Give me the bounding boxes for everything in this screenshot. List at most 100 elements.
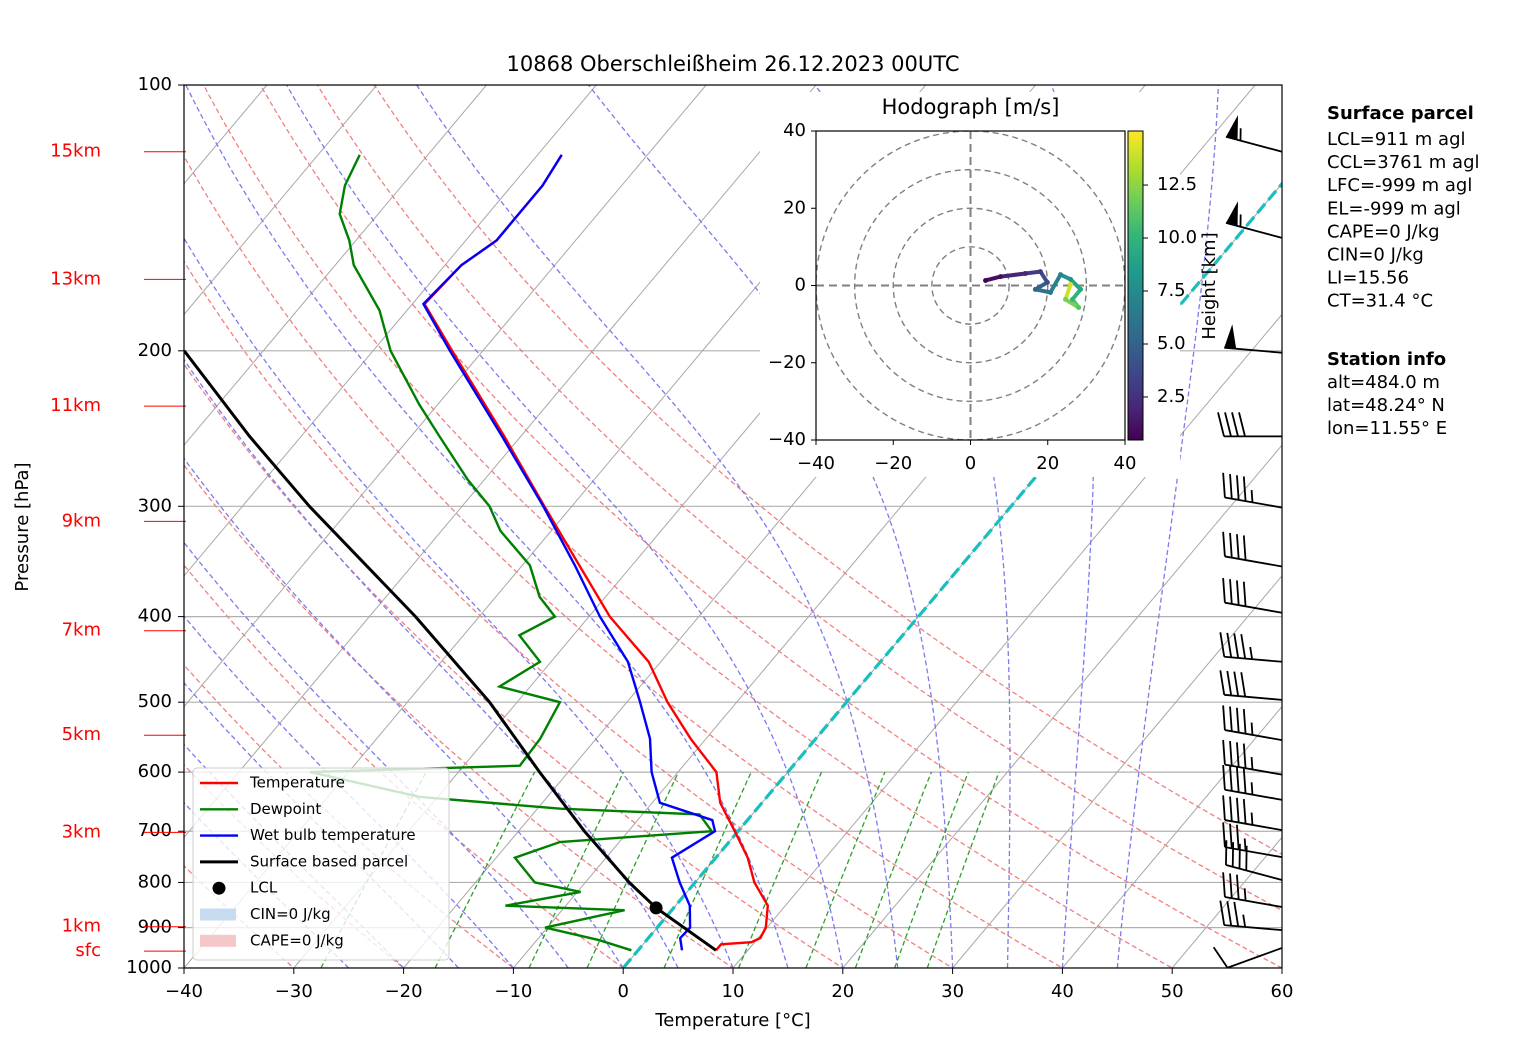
panel-heading: Station info [1327,349,1446,370]
barb-shaft [1227,947,1283,969]
legend-label: CAPE=0 J/kg [250,931,344,949]
barb-full [1242,476,1247,502]
wind-barb [1217,412,1282,438]
dry-adiabat [316,85,1282,912]
x-tick-label: −30 [275,981,313,1002]
barb-shaft [1224,896,1283,908]
barb-full [1224,412,1232,437]
panel-line: CIN=0 J/kg [1327,245,1424,266]
wind-barb [1219,900,1283,932]
colorbar-tick-label: 7.5 [1157,280,1186,301]
hodograph-x-tick-label: 40 [1114,453,1137,474]
panel-line: EL=-999 m agl [1327,198,1461,219]
barb-full [1231,412,1239,437]
hodograph-point [1069,296,1075,302]
hodograph-point [1057,272,1063,278]
hodograph-y-tick-label: −40 [768,429,806,450]
legend-label: Surface based parcel [250,852,408,870]
hodograph-point [1032,286,1038,292]
legend-label: LCL [250,879,278,897]
height-tick-label: 7km [62,620,101,641]
barb-shaft [1224,496,1283,509]
colorbar-tick-label: 12.5 [1157,174,1197,195]
wind-barb [1222,531,1283,568]
wind-barb [1222,472,1283,509]
barb-full [1217,412,1225,437]
hodograph-x-tick-label: −40 [797,453,835,474]
barb-full [1242,768,1247,794]
barb-full [1229,532,1233,558]
hodograph-point [1063,296,1069,302]
barb-full [1233,633,1240,659]
barb-full [1212,946,1229,969]
panel-line: CCL=3761 m agl [1327,152,1480,173]
barb-half [1250,812,1254,825]
hodograph-ring [853,168,1088,403]
wind-barb [1225,840,1283,881]
barb-half [1243,838,1247,851]
isotherm [184,85,487,446]
barb-full [1236,797,1240,823]
hodograph-point [1044,279,1050,285]
x-tick-label: 0 [617,981,628,1002]
hodograph-x-tick-label: 20 [1036,453,1059,474]
barb-shaft [1225,864,1283,881]
colorbar [1127,130,1144,441]
hodograph-segment [998,271,1028,279]
legend-label: CIN=0 J/kg [250,905,331,923]
hodograph-point [1076,305,1082,311]
y-tick-label: 700 [138,820,172,841]
hodograph-point [998,274,1004,280]
height-tick-label: sfc [75,940,101,961]
mixing-ratio-line [854,771,933,968]
isotherm [184,85,597,577]
chart-title: 10868 Oberschleißheim 26.12.2023 00UTC [507,52,960,76]
height-tick-label: 15km [50,141,101,162]
x-tick-label: −20 [385,981,423,1002]
moist-adiabat [184,457,624,968]
legend-swatch [200,934,236,947]
barb-shaft [1224,788,1283,801]
hodograph-y-tick-label: 20 [783,197,806,218]
moist-adiabat [184,615,514,968]
wind-barb [1222,739,1283,776]
colorbar-tick-label: 10.0 [1157,227,1197,248]
barb-shaft [1224,601,1283,614]
x-tick-label: 20 [831,981,854,1002]
zero-isotherm [621,181,1282,968]
wind-barb [1212,946,1283,969]
panel-line: LFC=-999 m agl [1327,175,1472,196]
wind-barb [1222,795,1283,832]
isotherm [952,575,1282,968]
barb-shaft [1224,924,1283,932]
legend-swatch [212,881,226,895]
barb-half [1242,914,1247,928]
height-tick-label: 5km [62,724,101,745]
hodograph-segment [1063,282,1073,302]
barb-shaft [1224,693,1283,701]
barb-shaft [1224,846,1283,859]
mixing-ratio-line [434,771,536,968]
barb-full [1229,796,1233,822]
hodograph-point [1022,271,1028,277]
barb-full [1233,671,1240,697]
barb-full [1238,412,1246,437]
barb-full [1226,670,1233,696]
height-tick-label: 1km [62,916,101,937]
legend-label: Temperature [249,774,345,792]
colorbar-tick-label: 2.5 [1157,386,1186,407]
mixing-ratio-line [528,771,625,968]
barb-shaft [1225,222,1283,239]
x-tick-label: 50 [1161,981,1184,1002]
barb-full [1236,534,1240,559]
lcl-point [649,901,663,915]
panel-heading: Surface parcel [1327,103,1474,124]
wind-barb [1222,765,1283,801]
barb-full [1242,708,1247,734]
moist-adiabat [184,358,679,968]
hodograph-point [983,277,989,283]
barb-full [1222,472,1226,498]
x-tick-label: 40 [1051,981,1074,1002]
barb-full [1236,707,1240,733]
